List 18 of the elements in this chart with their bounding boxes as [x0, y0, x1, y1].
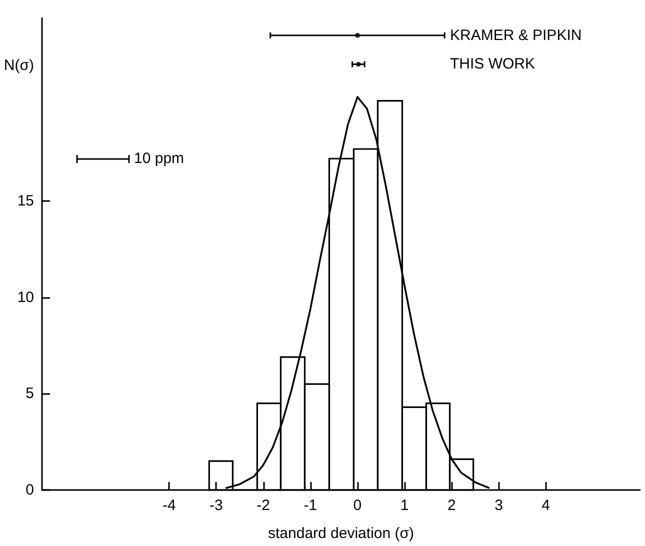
x-tick-label: 0: [353, 497, 362, 514]
x-tick-label: 3: [494, 497, 503, 514]
y-tick-label: 10: [17, 288, 34, 306]
x-tick-label: 1: [400, 497, 409, 514]
x-tick-label: -2: [256, 497, 270, 514]
y-axis-title: N(σ): [4, 57, 34, 74]
x-tick-label: 2: [447, 497, 456, 514]
text: KRAMER & PIPKIN: [450, 26, 582, 44]
x-tick-label: 4: [542, 497, 550, 514]
y-tick-label: 5: [26, 385, 34, 402]
x-axis-title: standard deviation (σ): [268, 525, 414, 542]
y-tick-label: 15: [17, 192, 34, 210]
text: THIS WORK: [450, 56, 535, 73]
x-tick-label: -1: [304, 497, 318, 514]
x-tick-label: -4: [162, 497, 176, 514]
x-tick-label: -3: [210, 497, 223, 514]
y-tick-label: 0: [26, 482, 34, 498]
annotation: 10 ppm: [134, 150, 184, 167]
